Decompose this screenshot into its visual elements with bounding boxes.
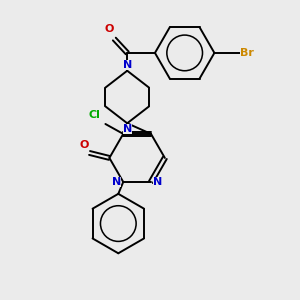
Text: Cl: Cl <box>88 110 101 120</box>
Text: Br: Br <box>240 48 254 58</box>
Text: N: N <box>153 177 162 187</box>
Text: N: N <box>123 60 132 70</box>
Text: N: N <box>123 124 132 134</box>
Text: N: N <box>112 177 121 187</box>
Text: O: O <box>80 140 89 150</box>
Text: O: O <box>105 24 114 34</box>
